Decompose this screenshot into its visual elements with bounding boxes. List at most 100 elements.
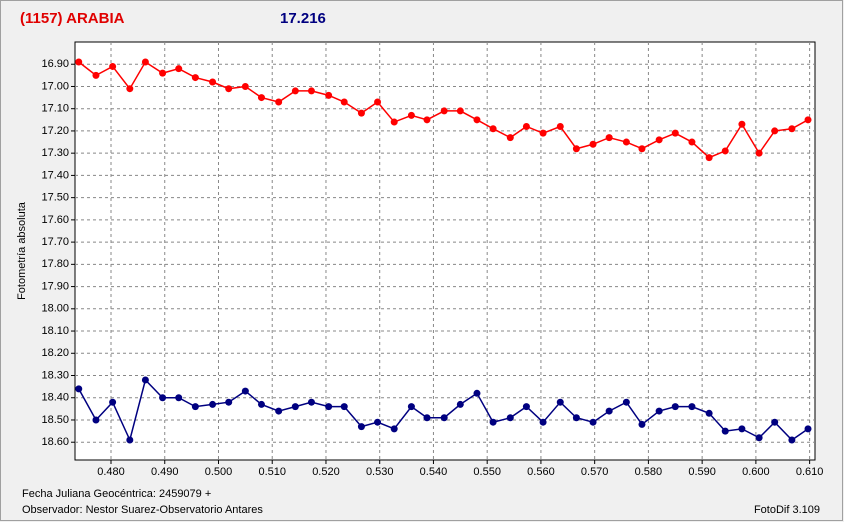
data-point xyxy=(257,400,265,408)
data-point xyxy=(141,58,149,66)
y-tick-label: 18.50 xyxy=(41,414,69,426)
data-point xyxy=(605,134,613,142)
magnitude: 17.216 xyxy=(280,10,326,27)
data-point xyxy=(771,127,779,135)
x-axis-label: Fecha Juliana Geocéntrica: 2459079 + xyxy=(22,488,211,500)
x-tick-label: 0.500 xyxy=(205,466,233,478)
y-tick-label: 17.00 xyxy=(41,80,69,92)
data-point xyxy=(159,394,167,402)
data-point xyxy=(622,138,630,146)
data-point xyxy=(572,414,580,422)
x-tick-label: 0.580 xyxy=(635,466,663,478)
data-point xyxy=(738,425,746,433)
data-point xyxy=(671,403,679,411)
y-tick-label: 18.10 xyxy=(41,325,69,337)
data-point xyxy=(291,87,299,95)
data-point xyxy=(423,116,431,124)
data-point xyxy=(325,403,333,411)
y-tick-label: 17.40 xyxy=(41,169,69,181)
y-tick-label: 17.10 xyxy=(41,103,69,115)
data-point xyxy=(622,398,630,406)
x-tick-label: 0.510 xyxy=(258,466,286,478)
data-point xyxy=(539,418,547,426)
x-tick-label: 0.570 xyxy=(581,466,609,478)
x-tick-label: 0.490 xyxy=(151,466,179,478)
y-tick-label: 18.00 xyxy=(41,303,69,315)
data-point xyxy=(721,427,729,435)
data-point xyxy=(75,58,83,66)
y-tick-label: 17.50 xyxy=(41,192,69,204)
data-point xyxy=(109,62,117,70)
data-point xyxy=(191,74,199,82)
data-point xyxy=(655,136,663,144)
data-point xyxy=(357,109,365,117)
x-tick-label: 0.550 xyxy=(473,466,501,478)
data-point xyxy=(688,403,696,411)
data-point xyxy=(788,436,796,444)
y-tick-label: 18.60 xyxy=(41,436,69,448)
data-point xyxy=(506,414,514,422)
y-tick-label: 18.20 xyxy=(41,347,69,359)
y-tick-label: 18.40 xyxy=(41,392,69,404)
data-point xyxy=(705,409,713,417)
data-point xyxy=(440,107,448,115)
y-tick-label: 16.90 xyxy=(41,58,69,70)
data-point xyxy=(390,118,398,126)
data-point xyxy=(307,87,315,95)
y-axis-label: Fotometría absoluta xyxy=(16,201,28,300)
data-point xyxy=(771,418,779,426)
data-point xyxy=(804,425,812,433)
data-point xyxy=(275,98,283,106)
data-point xyxy=(126,436,134,444)
data-point xyxy=(209,400,217,408)
data-point xyxy=(506,134,514,142)
x-tick-label: 0.480 xyxy=(97,466,125,478)
data-point xyxy=(340,403,348,411)
data-point xyxy=(804,116,812,124)
data-point xyxy=(241,387,249,395)
data-point xyxy=(241,82,249,90)
data-point xyxy=(638,420,646,428)
data-point xyxy=(407,111,415,119)
observer: Observador: Nestor Suarez-Observatorio A… xyxy=(22,504,263,516)
data-point xyxy=(456,400,464,408)
data-point xyxy=(522,122,530,130)
data-point xyxy=(589,418,597,426)
data-point xyxy=(141,376,149,384)
y-tick-label: 17.30 xyxy=(41,147,69,159)
data-point xyxy=(191,403,199,411)
data-point xyxy=(688,138,696,146)
data-point xyxy=(473,389,481,397)
data-point xyxy=(275,407,283,415)
data-point xyxy=(605,407,613,415)
data-point xyxy=(671,129,679,137)
software: FotoDif 3.109 xyxy=(754,504,820,516)
x-tick-label: 0.590 xyxy=(688,466,716,478)
data-point xyxy=(225,398,233,406)
data-point xyxy=(655,407,663,415)
data-point xyxy=(638,145,646,153)
data-point xyxy=(423,414,431,422)
data-point xyxy=(788,125,796,133)
data-point xyxy=(325,91,333,99)
y-tick-label: 18.30 xyxy=(41,369,69,381)
data-point xyxy=(75,385,83,393)
data-point xyxy=(556,398,564,406)
data-point xyxy=(456,107,464,115)
data-point xyxy=(357,423,365,431)
data-point xyxy=(390,425,398,433)
data-point xyxy=(374,418,382,426)
data-point xyxy=(126,85,134,93)
y-tick-label: 17.80 xyxy=(41,258,69,270)
data-point xyxy=(225,85,233,93)
data-point xyxy=(407,403,415,411)
data-point xyxy=(175,394,183,402)
data-point xyxy=(473,116,481,124)
data-point xyxy=(109,398,117,406)
data-point xyxy=(209,78,217,86)
data-point xyxy=(755,149,763,157)
x-tick-label: 0.600 xyxy=(742,466,770,478)
x-tick-label: 0.610 xyxy=(796,466,824,478)
data-point xyxy=(556,122,564,130)
